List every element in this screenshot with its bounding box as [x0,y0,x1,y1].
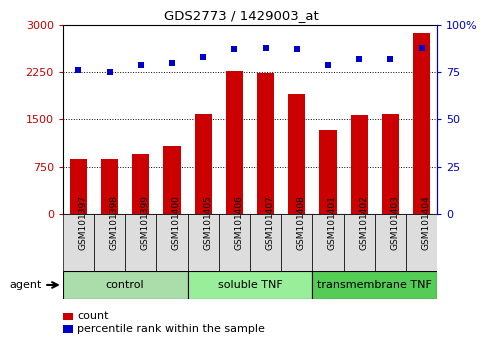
Text: GSM101400: GSM101400 [172,195,181,250]
Text: GSM101399: GSM101399 [141,195,150,250]
Point [418,45,426,50]
Bar [132,154,149,214]
Bar [319,130,337,214]
Bar [313,271,437,299]
Point [293,47,300,52]
Bar [226,71,243,214]
Text: control: control [106,280,144,290]
Bar [406,214,437,271]
Bar [187,271,313,299]
Text: transmembrane TNF: transmembrane TNF [317,280,432,290]
Bar [94,214,125,271]
Bar [125,214,156,271]
Bar [63,214,94,271]
Text: GSM101402: GSM101402 [359,195,368,250]
Bar [219,214,250,271]
Point [355,56,363,62]
Point [262,45,270,50]
Text: GSM101407: GSM101407 [266,195,274,250]
Bar [63,271,187,299]
Text: GSM101408: GSM101408 [297,195,306,250]
Bar [156,214,187,271]
Point [168,60,176,65]
Point [106,69,114,75]
Point [137,62,144,67]
Point [324,62,332,67]
Point [199,54,207,60]
Text: GSM101398: GSM101398 [110,195,119,250]
Bar [70,159,87,214]
Text: soluble TNF: soluble TNF [217,280,283,290]
Bar [195,114,212,214]
Bar [382,114,399,214]
Text: GDS2773 / 1429003_at: GDS2773 / 1429003_at [164,9,319,22]
Bar [313,214,343,271]
Text: GSM101397: GSM101397 [78,195,87,250]
Point [386,56,394,62]
Bar [250,214,281,271]
Text: GSM101401: GSM101401 [328,195,337,250]
Text: GSM101405: GSM101405 [203,195,212,250]
Text: percentile rank within the sample: percentile rank within the sample [77,324,265,334]
Text: GSM101404: GSM101404 [422,195,430,250]
Bar [257,73,274,214]
Bar [343,214,375,271]
Bar [413,33,430,214]
Text: agent: agent [10,280,42,290]
Bar [163,146,181,214]
Text: GSM101403: GSM101403 [390,195,399,250]
Text: GSM101406: GSM101406 [234,195,243,250]
Bar [101,159,118,214]
Bar [281,214,313,271]
Bar [187,214,219,271]
Point [74,67,82,73]
Bar [351,115,368,214]
Point [230,47,238,52]
Bar [288,94,305,214]
Text: count: count [77,312,109,321]
Bar [375,214,406,271]
